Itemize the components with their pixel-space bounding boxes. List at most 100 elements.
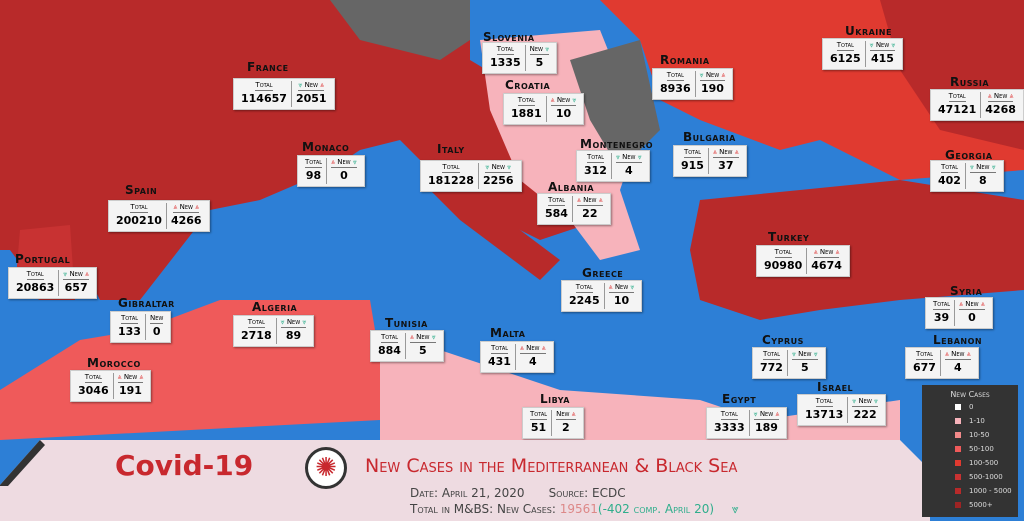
trend-down-icon: ⩔ xyxy=(572,96,577,104)
country-label-romania: Romania xyxy=(660,53,710,67)
trend-down-icon: ⩔ xyxy=(63,270,68,278)
total-header: Total xyxy=(836,41,854,51)
trend-down-icon: ⩔ xyxy=(699,71,704,79)
legend-swatch xyxy=(955,474,961,480)
total-header: Total xyxy=(255,81,273,91)
new-header: New xyxy=(416,333,430,341)
total-value: 2718 xyxy=(241,329,272,342)
country-label-portugal: Portugal xyxy=(15,252,71,266)
trend-up-icon: ⩓ xyxy=(966,350,971,358)
total-value: 51 xyxy=(530,421,547,434)
total-header: Total xyxy=(496,45,514,55)
new-value: 2051 xyxy=(295,92,327,105)
country-card-malta: Total 431 ⩓ New ⩓ 4 xyxy=(480,341,554,373)
total-header: Total xyxy=(530,410,548,420)
total-header: Total xyxy=(915,350,934,360)
new-header: New xyxy=(556,410,570,418)
trend-down-icon: ⩔ xyxy=(753,410,758,418)
total-value: 584 xyxy=(545,207,568,220)
banner-title: Covid-19 xyxy=(115,449,254,482)
legend-item: 0 xyxy=(955,403,1018,411)
total-header: Total xyxy=(517,96,535,106)
new-header: New xyxy=(719,148,733,156)
total-header: Total xyxy=(442,163,460,173)
total-label: Total in M&BS: New Cases: xyxy=(410,502,556,516)
trend-down-icon: ⩔ xyxy=(485,163,490,171)
trend-down-icon: ⩔ xyxy=(302,318,307,326)
country-card-syria: Total 39 ⩓ New ⩓ 0 xyxy=(925,297,993,329)
total-value: 1335 xyxy=(490,56,521,69)
total-header: Total xyxy=(683,148,702,158)
country-card-morocco: Total 3046 ⩓ New ⩓ 191 xyxy=(70,370,152,402)
country-label-cyprus: Cyprus xyxy=(762,333,804,347)
new-value: 222 xyxy=(853,408,877,421)
legend-label: 1000 - 5000 xyxy=(969,487,1012,495)
total-value: 8936 xyxy=(660,82,691,95)
new-header: New xyxy=(976,163,990,171)
country-label-slovenia: Slovenia xyxy=(483,30,535,44)
country-label-montenegro: Montenegro xyxy=(580,137,654,151)
trend-up-icon: ⩓ xyxy=(734,148,739,156)
country-card-italy: Total 181228 ⩔ New ⩔ 2256 xyxy=(420,160,522,192)
country-label-albania: Albania xyxy=(548,180,595,194)
trend-up-icon: ⩓ xyxy=(519,344,524,352)
new-header: New xyxy=(556,96,571,104)
total-value: 1881 xyxy=(511,107,542,120)
country-label-gibraltar: Gibraltar xyxy=(118,296,175,310)
virus-icon: ✺ xyxy=(305,447,347,489)
trend-down-icon: ⩔ xyxy=(630,283,635,291)
country-card-monaco: Total 98 ⩓ New ⩔ 0 xyxy=(297,155,365,187)
legend-title: New Cases xyxy=(950,390,990,399)
new-header: New xyxy=(858,397,872,405)
total-value: 13713 xyxy=(805,408,844,421)
country-label-georgia: Georgia xyxy=(945,148,993,162)
legend-swatch xyxy=(955,488,961,494)
total-header: Total xyxy=(586,153,605,163)
legend-item: 1-10 xyxy=(955,417,1018,425)
total-change: (-402 comp. April 20) xyxy=(597,502,715,516)
total-value: 884 xyxy=(378,344,401,357)
total-header: Total xyxy=(26,270,44,280)
total-value: 19561 xyxy=(559,502,598,516)
new-value: 415 xyxy=(871,52,894,65)
trend-up-icon: ⩓ xyxy=(712,148,717,156)
total-header: Total xyxy=(933,300,951,310)
new-header: New xyxy=(993,92,1008,100)
trend-up-icon: ⩓ xyxy=(959,300,964,308)
date: Date: April 21, 2020 xyxy=(410,486,525,500)
country-label-morocco: Morocco xyxy=(87,356,141,370)
source: Source: ECDC xyxy=(548,486,626,500)
new-header: New xyxy=(875,41,890,49)
country-card-romania: Total 8936 ⩔ New ⩓ 190 xyxy=(652,68,734,100)
legend-label: 500-1000 xyxy=(969,473,1003,481)
trend-up-icon: ⩓ xyxy=(598,196,603,204)
country-card-tunisia: Total 884 ⩓ New ⩔ 5 xyxy=(370,330,444,362)
trend-down-icon: ⩔ xyxy=(637,153,642,161)
country-card-france: Total 114657 ⩔ New ⩓ 2051 xyxy=(233,78,335,110)
country-card-israel: Total 13713 ⩔ New ⩔ 222 xyxy=(797,394,886,426)
total-header: Total xyxy=(84,373,102,383)
new-value: 657 xyxy=(64,281,88,294)
new-value: 2256 xyxy=(482,174,514,187)
new-header: New xyxy=(965,300,979,308)
trend-up-icon: ⩓ xyxy=(571,410,576,418)
trend-up-icon: ⩓ xyxy=(139,373,144,381)
new-value: 10 xyxy=(613,294,630,307)
country-card-gibraltar: Total 133 New 0 xyxy=(110,311,172,343)
new-value: 4268 xyxy=(985,103,1016,116)
trend-down-icon: ⩔ xyxy=(731,502,739,516)
country-label-monaco: Monaco xyxy=(302,140,350,154)
country-label-algeria: Algeria xyxy=(252,300,298,314)
legend-label: 1-10 xyxy=(969,417,985,425)
trend-up-icon: ⩓ xyxy=(117,373,122,381)
banner-total-line: Total in M&BS: New Cases: 19561(-402 com… xyxy=(410,502,739,517)
total-value: 402 xyxy=(938,174,961,187)
new-header: New xyxy=(759,410,774,418)
total-header: Total xyxy=(130,203,148,213)
legend-label: 10-50 xyxy=(969,431,990,439)
trend-down-icon: ⩔ xyxy=(991,163,996,171)
trend-up-icon: ⩓ xyxy=(987,92,992,100)
trend-down-icon: ⩔ xyxy=(852,397,857,405)
country-card-cyprus: Total 772 ⩔ New ⩔ 5 xyxy=(752,347,826,379)
trend-down-icon: ⩔ xyxy=(969,163,974,171)
